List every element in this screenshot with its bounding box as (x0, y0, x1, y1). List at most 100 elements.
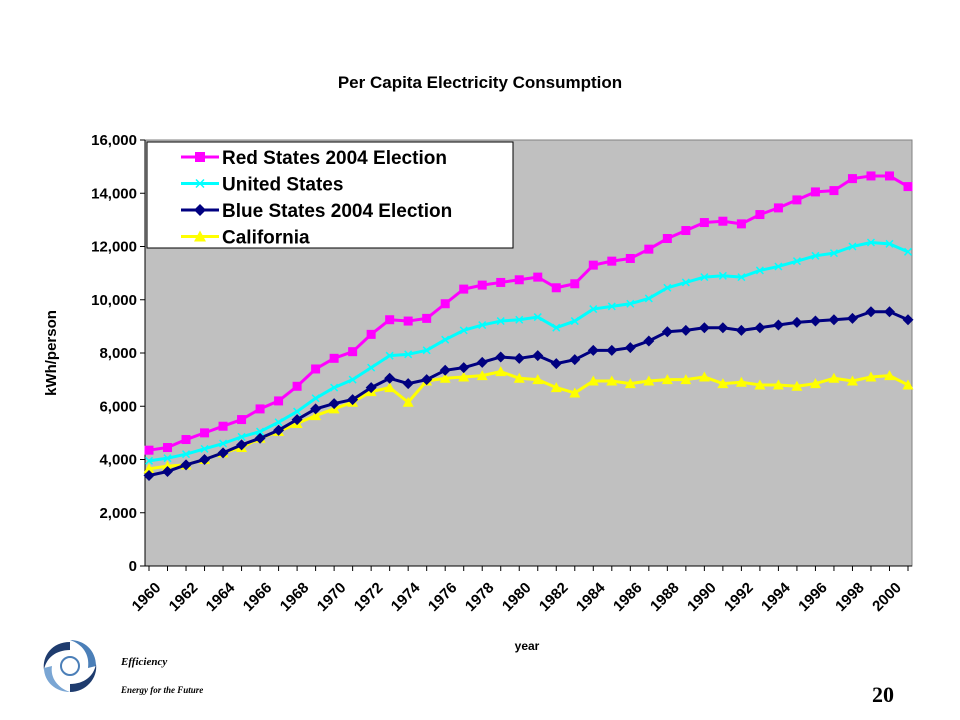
x-tick-label: 1962 (166, 579, 202, 615)
x-axis: 1960 1962 1964 1966 1968 1970 1972 1974 1976 1978… (129, 565, 912, 615)
footer-tagline: Efficiency (121, 656, 168, 668)
data-point (587, 344, 599, 356)
data-point (162, 465, 174, 477)
data-point (754, 322, 766, 334)
data-point (643, 335, 655, 347)
data-point (700, 273, 709, 282)
data-point (348, 375, 357, 384)
data-point (254, 432, 266, 444)
data-point (885, 239, 894, 248)
data-point (143, 469, 155, 481)
series-group (143, 171, 914, 481)
data-point (293, 407, 302, 416)
data-point (237, 415, 247, 425)
data-point (384, 372, 396, 384)
y-tick-label: 8,000 (99, 345, 137, 362)
data-point (458, 371, 470, 382)
data-point (791, 316, 803, 328)
data-point (718, 271, 727, 280)
data-point (550, 358, 562, 370)
x-tick-label: 1992 (721, 579, 757, 615)
data-point (848, 242, 857, 251)
x-tick-label: 1966 (240, 579, 276, 615)
data-point (385, 315, 395, 325)
y-axis-label: kWh/person (43, 310, 60, 396)
data-point (348, 347, 358, 357)
data-point (219, 439, 228, 448)
data-point (626, 299, 635, 308)
data-point (903, 182, 913, 192)
data-point (773, 203, 783, 213)
data-point (903, 247, 913, 256)
data-point (902, 379, 914, 390)
data-point (256, 427, 265, 436)
legend-item: United States (181, 175, 343, 196)
x-tick-label: 1986 (610, 579, 646, 615)
data-point (422, 313, 432, 323)
data-point (496, 317, 505, 326)
data-point (181, 450, 191, 459)
data-point (829, 249, 838, 258)
legend: Red States 2004 Election United States Blu… (146, 141, 514, 249)
data-point (865, 306, 877, 318)
data-point (680, 374, 692, 385)
x-tick-label: 1970 (314, 579, 350, 615)
data-point (274, 396, 284, 406)
data-point (143, 463, 155, 474)
data-point (791, 380, 803, 391)
data-point (476, 370, 488, 381)
data-point (606, 344, 618, 356)
page-number: 20 (872, 682, 894, 707)
data-point (533, 313, 542, 322)
legend-box (146, 141, 514, 249)
x-tick-label: 1990 (684, 579, 720, 615)
legend-label: United States (222, 175, 343, 196)
series-united-states (144, 238, 913, 465)
data-point (552, 323, 561, 332)
data-point (698, 371, 710, 382)
data-point (402, 396, 414, 407)
data-point (514, 275, 524, 285)
data-point (589, 305, 598, 314)
data-point (366, 329, 376, 339)
y-tick-label: 0 (129, 558, 137, 575)
data-point (310, 410, 322, 421)
x-tick-label: 1976 (425, 579, 461, 615)
data-point (194, 204, 206, 216)
data-point (441, 335, 450, 344)
data-point (755, 210, 765, 220)
data-point (607, 302, 616, 311)
x-tick-label: 1974 (388, 579, 424, 615)
data-point (624, 342, 636, 354)
data-point (755, 266, 764, 275)
data-point (217, 447, 229, 459)
data-point (570, 317, 579, 326)
data-point (439, 364, 451, 376)
data-point (513, 372, 525, 383)
data-point (792, 195, 802, 205)
footer-subtagline: Energy for the Future (121, 685, 204, 695)
data-point (274, 418, 283, 427)
y-tick-label: 12,000 (91, 239, 137, 256)
data-point (661, 326, 673, 338)
data-point (735, 324, 747, 336)
data-point (162, 460, 174, 471)
data-point (828, 372, 840, 383)
x-tick-label: 2000 (869, 579, 905, 615)
data-point (180, 459, 192, 471)
x-tick-label: 1984 (573, 579, 609, 615)
data-point (624, 378, 636, 389)
x-tick-label: 1994 (758, 579, 794, 615)
data-point (587, 375, 599, 386)
data-point (865, 371, 877, 382)
data-point (735, 376, 747, 387)
x-tick-label: 1960 (129, 579, 165, 615)
data-point (495, 351, 507, 363)
x-tick-label: 1964 (203, 579, 239, 615)
data-point (663, 283, 672, 292)
data-point (662, 234, 672, 244)
data-point (458, 362, 470, 374)
chart-title: Per Capita Electricity Consumption (338, 73, 622, 92)
x-tick-label: 1988 (647, 579, 683, 615)
y-axis: 0 2,000 4,000 6,000 8,000 10,000 12,000 14,000 1… (91, 132, 146, 575)
